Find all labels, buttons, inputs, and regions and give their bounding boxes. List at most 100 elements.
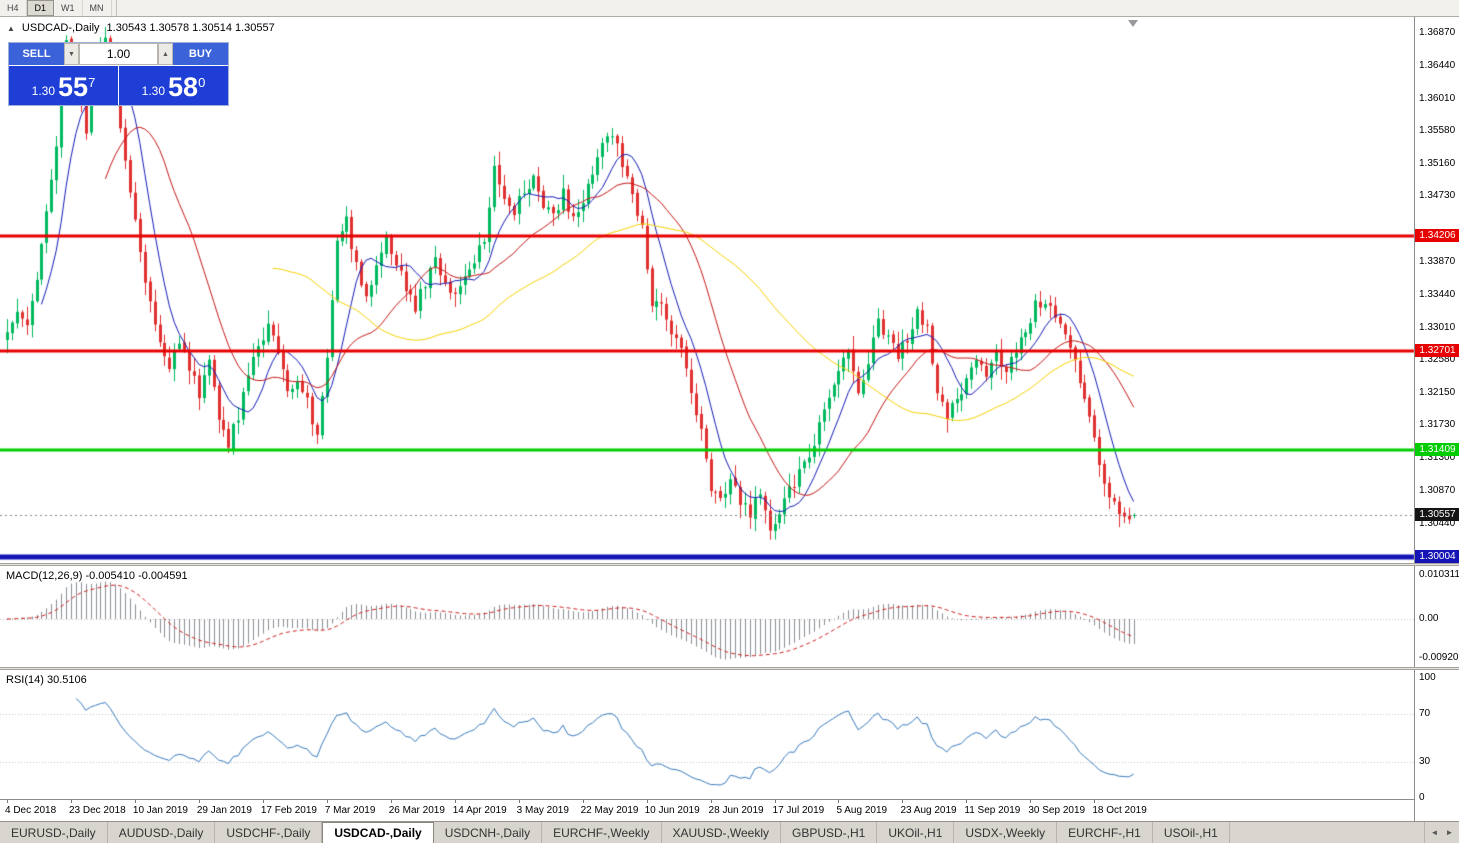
tab-eurchf-weekly[interactable]: EURCHF-,Weekly — [542, 822, 662, 843]
tab-usdx-weekly[interactable]: USDX-,Weekly — [954, 822, 1058, 843]
price-tick-label: 1.32580 — [1419, 354, 1456, 366]
panel-separator-macd[interactable] — [0, 563, 1459, 566]
price-tick-label: 1.30440 — [1419, 517, 1456, 529]
macd-axis-label: 0.00 — [1419, 613, 1439, 624]
date-tick-mark — [902, 800, 904, 803]
tab-eurusd-daily[interactable]: EURUSD-,Daily — [0, 822, 108, 843]
price-tick-label: 1.35160 — [1419, 157, 1456, 169]
hline-price-label: 1.34206 — [1415, 229, 1459, 243]
date-tick-mark — [838, 800, 840, 803]
current-price-label: 1.30557 — [1415, 507, 1459, 521]
date-tick-mark — [1030, 800, 1032, 803]
date-tick-mark — [7, 800, 8, 803]
trade-panel-controls: SELL ▼ ▲ BUY — [9, 43, 228, 65]
date-tick-mark — [326, 800, 328, 803]
date-tick-mark — [774, 800, 776, 803]
timeframe-button-mn[interactable]: MN — [83, 0, 112, 16]
date-label: 14 Apr 2019 — [452, 805, 507, 816]
sell-price-sup: 7 — [88, 75, 96, 90]
sell-price-base: 1.30 — [31, 84, 56, 98]
date-label: 11 Sep 2019 — [964, 805, 1021, 816]
date-label: 5 Aug 2019 — [836, 805, 888, 816]
sell-price-panel[interactable]: 1.30 55 7 — [9, 66, 118, 105]
timeframe-button-h4[interactable]: H4 — [0, 0, 27, 16]
macd-axis-label: -0.00920 — [1419, 652, 1459, 664]
date-label: 29 Jan 2019 — [196, 805, 252, 816]
sell-button[interactable]: SELL — [9, 43, 64, 65]
date-tick-mark — [646, 800, 648, 803]
tab-scroll-right-icon[interactable]: ► — [1445, 828, 1454, 837]
date-label: 26 Mar 2019 — [388, 805, 445, 816]
date-tick-mark — [70, 800, 72, 803]
buy-price-big: 58 — [168, 72, 199, 102]
date-label: 7 Mar 2019 — [324, 805, 376, 816]
date-axis[interactable]: 4 Dec 2018 23 Dec 2018 10 Jan 2019 29 Jan 2… — [0, 799, 1414, 821]
rsi-indicator-label: RSI(14) 30.5106 — [6, 674, 87, 686]
chart-symbol-label: USDCAD-,Daily — [21, 22, 100, 34]
price-tick-label: 1.30870 — [1419, 485, 1456, 496]
timeframe-toolbar: H4 D1 W1 MN — [0, 0, 1459, 17]
volume-input[interactable] — [79, 43, 158, 65]
tab-usdcad-daily[interactable]: USDCAD-,Daily — [322, 822, 434, 843]
timeframe-button-w1[interactable]: W1 — [54, 0, 83, 16]
price-shift-marker[interactable] — [1128, 20, 1138, 27]
tab-usoil-h1[interactable]: USOil-,H1 — [1153, 822, 1230, 843]
chart-ohlc-header: ▲ USDCAD-,Daily 1.30543 1.30578 1.30514 … — [7, 22, 275, 34]
date-tick-mark — [134, 800, 136, 803]
tab-scroll-left-icon[interactable]: ◄ — [1430, 828, 1439, 837]
buy-price-panel[interactable]: 1.30 58 0 — [119, 66, 228, 105]
price-tick-label: 1.36440 — [1419, 59, 1456, 71]
macd-indicator-label: MACD(12,26,9) -0.005410 -0.004591 — [6, 570, 188, 582]
rsi-axis-label: 70 — [1419, 708, 1431, 719]
date-label: 3 May 2019 — [516, 805, 569, 816]
buy-button[interactable]: BUY — [173, 43, 228, 65]
hline-price-label: 1.30004 — [1415, 550, 1459, 564]
sell-price-big: 55 — [58, 72, 89, 102]
macd-axis-label: 0.010311 — [1419, 568, 1459, 580]
tab-scroll-controls: ◄ ► — [1424, 822, 1459, 843]
tab-gbpusd-h1[interactable]: GBPUSD-,H1 — [781, 822, 878, 843]
trade-panel-quotes: 1.30 55 7 1.30 58 0 — [9, 65, 228, 105]
hline-price-label: 1.31409 — [1415, 442, 1459, 456]
price-tick-label: 1.33870 — [1419, 256, 1456, 268]
price-tick-label: 1.33010 — [1419, 321, 1456, 333]
volume-increase-button[interactable]: ▲ — [158, 43, 173, 65]
price-tick-label: 1.33440 — [1419, 288, 1456, 300]
date-label: 30 Sep 2019 — [1028, 805, 1086, 816]
price-tick-label: 1.36010 — [1419, 92, 1456, 104]
date-label: 10 Jan 2019 — [132, 805, 188, 816]
tab-usdcnh-daily[interactable]: USDCNH-,Daily — [434, 822, 543, 843]
tab-eurchf-h1[interactable]: EURCHF-,H1 — [1057, 822, 1153, 843]
date-label: 23 Aug 2019 — [900, 805, 957, 816]
panel-separator-rsi[interactable] — [0, 667, 1459, 670]
date-label: 23 Dec 2018 — [68, 805, 126, 816]
date-label: 17 Feb 2019 — [260, 805, 317, 816]
date-tick-mark — [710, 800, 712, 803]
tab-usdchf-daily[interactable]: USDCHF-,Daily — [215, 822, 323, 843]
tab-ukoil-h1[interactable]: UKOil-,H1 — [877, 822, 955, 843]
date-tick-mark — [390, 800, 392, 803]
symbol-marker-icon: ▲ — [7, 23, 15, 33]
price-axis[interactable]: 1.36870 1.36440 1.36010 1.35580 1.35160 1.347… — [1414, 17, 1459, 821]
date-label: 22 May 2019 — [580, 805, 639, 816]
date-label: 4 Dec 2018 — [5, 805, 57, 816]
hline-price-label: 1.32701 — [1415, 344, 1459, 358]
price-tick-label: 1.31300 — [1419, 452, 1456, 464]
chart-tabs: EURUSD-,Daily AUDUSD-,Daily USDCHF-,Daily U… — [0, 821, 1459, 843]
tab-xauusd-weekly[interactable]: XAUUSD-,Weekly — [662, 822, 781, 843]
chart-ohlc-values: 1.30543 1.30578 1.30514 1.30557 — [106, 22, 275, 34]
volume-decrease-button[interactable]: ▼ — [64, 43, 79, 65]
one-click-trading-panel: SELL ▼ ▲ BUY 1.30 55 7 1.30 58 0 — [8, 42, 229, 106]
price-tick-label: 1.36870 — [1419, 27, 1456, 39]
timeframe-button-d1[interactable]: D1 — [26, 0, 55, 16]
date-label: 18 Oct 2019 — [1092, 805, 1147, 816]
date-tick-mark — [582, 800, 584, 803]
date-label: 10 Jun 2019 — [644, 805, 700, 816]
date-tick-mark — [1094, 800, 1096, 803]
tab-audusd-daily[interactable]: AUDUSD-,Daily — [108, 822, 216, 843]
price-tick-label: 1.34730 — [1419, 190, 1456, 202]
date-tick-mark — [454, 800, 456, 803]
price-tick-label: 1.32150 — [1419, 387, 1456, 399]
